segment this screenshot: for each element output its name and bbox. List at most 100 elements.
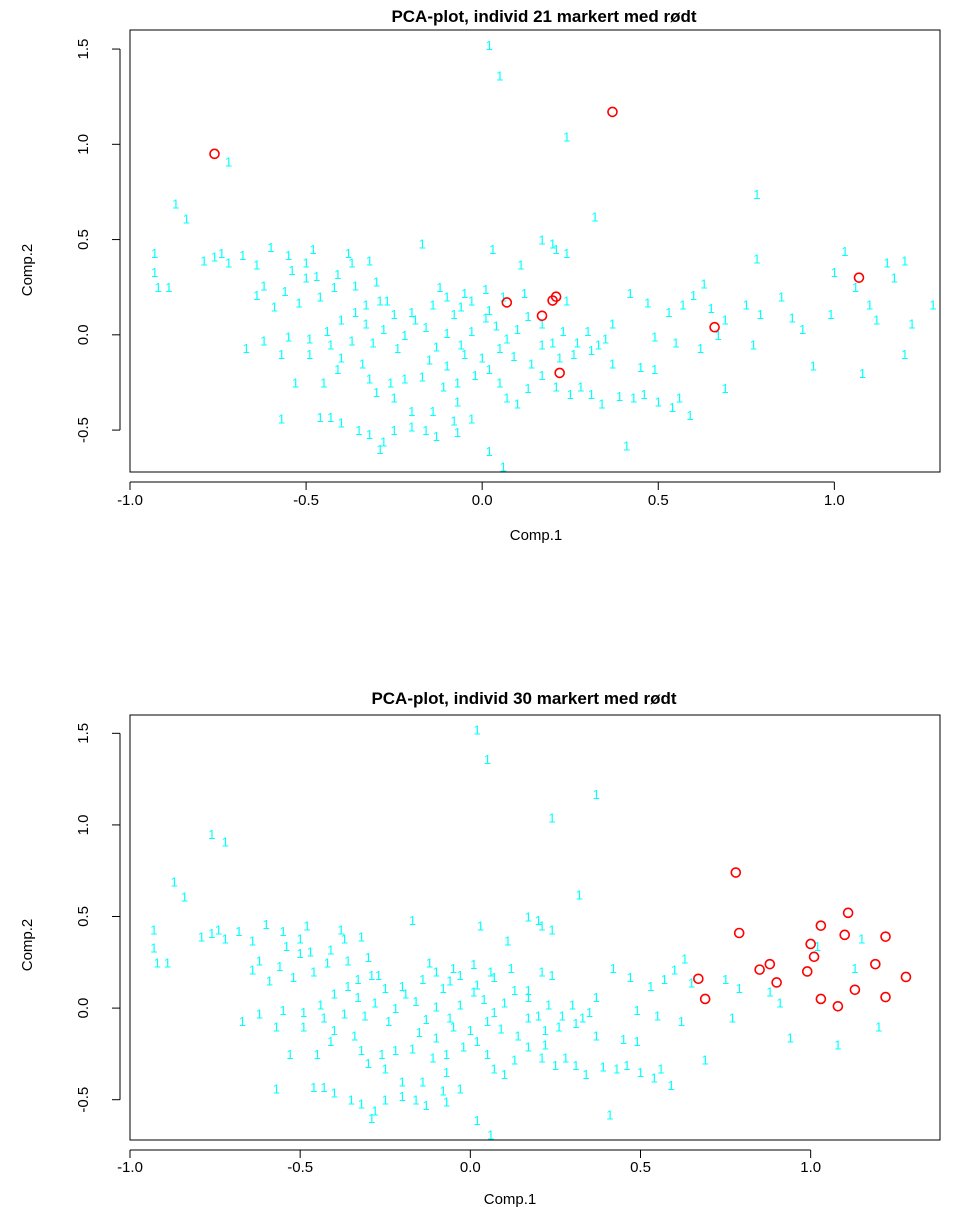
y-tick-label: 1.0 [75, 814, 92, 835]
data-point: 1 [362, 297, 369, 312]
data-point: 1 [470, 985, 477, 1000]
data-point-highlight [801, 966, 813, 977]
data-point: 1 [422, 320, 429, 335]
data-point: 1 [222, 834, 229, 849]
data-point: 1 [273, 1019, 280, 1034]
data-point: 1 [278, 412, 285, 427]
data-point: 1 [486, 444, 493, 459]
y-tick-label: 0.5 [75, 906, 92, 927]
data-point: 1 [302, 255, 309, 270]
data-point: 1 [511, 1052, 518, 1067]
x-tick-label: -1.0 [117, 492, 143, 509]
data-point-highlight [733, 927, 745, 939]
data-point: 1 [443, 358, 450, 373]
data-point: 1 [474, 1113, 481, 1128]
data-point: 1 [151, 246, 158, 261]
data-point: 1 [489, 242, 496, 257]
data-point: 1 [644, 295, 651, 310]
data-point: 1 [542, 1038, 549, 1053]
data-point: 1 [348, 255, 355, 270]
data-point: 1 [610, 961, 617, 976]
data-point: 1 [358, 1096, 365, 1111]
data-point: 1 [593, 990, 600, 1005]
data-point: 1 [422, 1012, 429, 1027]
data-point-highlight [754, 964, 765, 975]
data-point: 1 [215, 922, 222, 937]
data-point: 1 [576, 888, 583, 903]
data-point: 1 [486, 38, 493, 53]
data-point: 1 [200, 254, 207, 269]
data-point: 1 [891, 271, 898, 286]
data-point: 1 [426, 955, 433, 970]
data-point: 1 [556, 351, 563, 366]
data-point: 1 [373, 385, 380, 400]
data-point: 1 [276, 959, 283, 974]
data-point-highlight [209, 148, 220, 160]
data-point: 1 [514, 396, 521, 411]
data-point: 1 [253, 288, 260, 303]
data-point: 1 [366, 254, 373, 269]
data-point: 1 [574, 335, 581, 350]
data-point: 1 [715, 328, 722, 343]
data-point: 1 [249, 933, 256, 948]
data-point: 1 [461, 286, 468, 301]
y-tick-label: 0.0 [75, 998, 92, 1019]
chart-individ-21: PCA-plot, individ 21 markert med rødt -1… [19, 7, 941, 544]
data-point: 1 [884, 255, 891, 270]
data-point: 1 [496, 375, 503, 390]
data-point: 1 [623, 1058, 630, 1073]
data-point: 1 [327, 1034, 334, 1049]
data-point: 1 [292, 375, 299, 390]
data-point: 1 [569, 997, 576, 1012]
data-point: 1 [454, 375, 461, 390]
data-point: 1 [399, 1089, 406, 1104]
data-point: 1 [487, 964, 494, 979]
data-point: 1 [164, 955, 171, 970]
x-tick-label: -0.5 [287, 1159, 313, 1176]
data-point: 1 [470, 957, 477, 972]
data-point: 1 [582, 1067, 589, 1082]
data-point: 1 [491, 1062, 498, 1077]
x-axis-label: Comp.1 [510, 527, 563, 544]
data-point: 1 [468, 294, 475, 309]
data-point: 1 [722, 313, 729, 328]
y-axis-label: Comp.2 [19, 919, 36, 972]
data-point: 1 [901, 254, 908, 269]
data-point-highlight [815, 993, 827, 1005]
data-point-highlight [699, 993, 711, 1005]
data-point: 1 [412, 994, 419, 1009]
data-point: 1 [334, 362, 341, 377]
data-point-highlight [764, 958, 776, 970]
data-point: 1 [493, 318, 500, 333]
data-point: 1 [757, 307, 764, 322]
data-point: 1 [439, 1084, 446, 1099]
data-point: 1 [827, 307, 834, 322]
data-point: 1 [278, 347, 285, 362]
data-point: 1 [486, 303, 493, 318]
data-point: 1 [606, 1107, 613, 1122]
data-point: 1 [373, 274, 380, 289]
data-point: 1 [419, 370, 426, 385]
data-point: 1 [338, 415, 345, 430]
data-point: 1 [535, 913, 542, 928]
data-point: 1 [331, 280, 338, 295]
data-point: 1 [151, 265, 158, 280]
data-point: 1 [450, 961, 457, 976]
data-point: 1 [280, 924, 287, 939]
data-point: 1 [394, 341, 401, 356]
data-point: 1 [348, 1093, 355, 1108]
data-point: 1 [361, 1008, 368, 1023]
data-point: 1 [376, 294, 383, 309]
data-point: 1 [208, 926, 215, 941]
data-point: 1 [859, 366, 866, 381]
data-point: 1 [901, 347, 908, 362]
data-point: 1 [477, 919, 484, 934]
data-point: 1 [165, 280, 172, 295]
data-point: 1 [676, 391, 683, 406]
data-point: 1 [341, 1007, 348, 1022]
data-point: 1 [171, 875, 178, 890]
data-point: 1 [722, 381, 729, 396]
data-point: 1 [778, 290, 785, 305]
y-tick-label: 0.0 [75, 324, 92, 345]
